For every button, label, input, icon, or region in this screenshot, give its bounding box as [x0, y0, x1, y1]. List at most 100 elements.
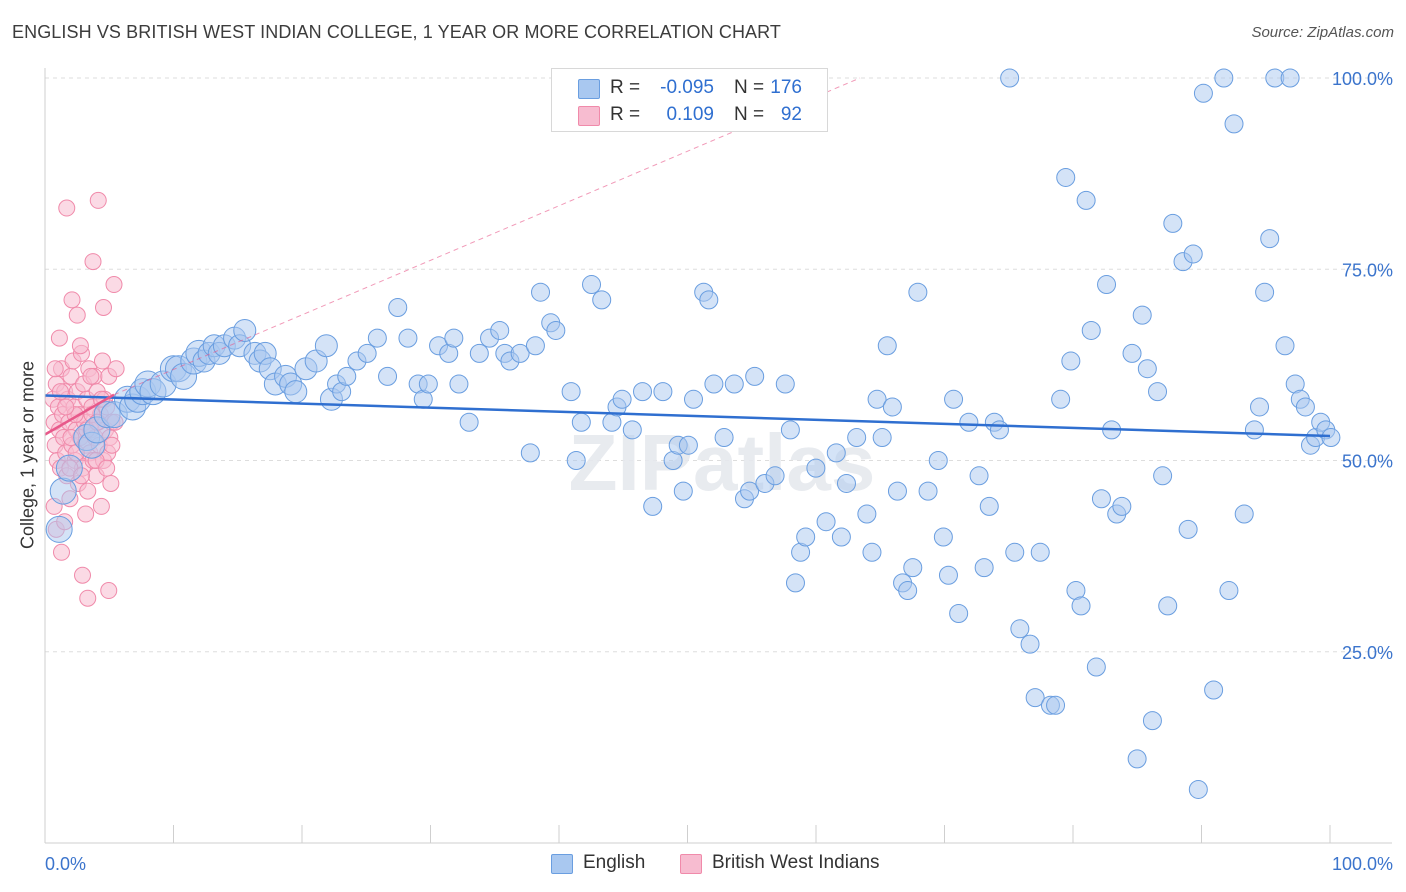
- english-r-label: R =: [610, 77, 641, 98]
- english-point: [1204, 680, 1224, 700]
- english-point: [684, 389, 703, 409]
- english-point: [775, 374, 795, 394]
- english-point: [546, 320, 566, 340]
- english-point: [55, 454, 83, 482]
- english-point: [944, 389, 964, 409]
- english-point: [847, 428, 867, 448]
- english-n-value: 176: [770, 77, 802, 98]
- bwi-point: [68, 306, 86, 324]
- english-point: [1112, 496, 1132, 516]
- chart-title: ENGLISH VS BRITISH WEST INDIAN COLLEGE, …: [12, 22, 782, 42]
- legend-row-bwi: R = 0.109 N = 92: [552, 102, 827, 128]
- english-point: [1000, 68, 1020, 88]
- english-point: [872, 428, 892, 448]
- english-point: [1234, 504, 1254, 524]
- english-point: [49, 477, 77, 505]
- source-label: Source: ZipAtlas.com: [1251, 24, 1394, 41]
- english-point: [714, 428, 734, 448]
- english-point: [1163, 213, 1183, 233]
- english-point: [959, 412, 979, 432]
- english-point: [1219, 581, 1239, 601]
- english-point: [1056, 167, 1076, 187]
- english-point: [1025, 688, 1045, 708]
- english-point: [378, 366, 398, 386]
- bwi-point: [50, 329, 68, 347]
- english-point: [449, 374, 469, 394]
- english-point: [1020, 634, 1040, 654]
- bwi-swatch: [578, 106, 600, 126]
- english-point: [938, 565, 958, 585]
- bwi-trend-line: [44, 393, 115, 436]
- english-point: [566, 451, 586, 470]
- bwi-r-value: 0.109: [666, 104, 714, 125]
- english-point: [1086, 657, 1106, 677]
- english-point: [908, 282, 928, 302]
- english-point: [1132, 305, 1152, 325]
- english-point: [653, 382, 673, 402]
- english-point: [877, 336, 897, 356]
- tick-labels: 25.0% 50.0% 75.0% 100.0% 0.0% 100.0%: [45, 69, 1393, 874]
- y-tick-label: 50.0%: [1342, 452, 1393, 472]
- english-point: [622, 420, 642, 440]
- english-trend-line: [44, 394, 1331, 438]
- english-point: [1153, 466, 1173, 486]
- english-point: [45, 515, 73, 543]
- english-point: [582, 275, 602, 295]
- english-point: [1275, 336, 1295, 356]
- bwi-r-label: R =: [610, 104, 641, 125]
- english-point: [699, 290, 719, 310]
- english-point: [979, 496, 999, 516]
- english-point: [1178, 519, 1198, 539]
- english-point: [1071, 596, 1091, 616]
- bwi-point: [105, 276, 123, 294]
- english-point: [459, 412, 479, 432]
- bwi-point: [107, 360, 125, 378]
- english-point: [1051, 389, 1071, 409]
- x-tick-label-max: 100.0%: [1332, 854, 1393, 874]
- bwi-point: [98, 459, 116, 477]
- bwi-point: [95, 299, 112, 316]
- english-point: [785, 573, 805, 593]
- english-point: [898, 581, 918, 601]
- english-point: [887, 481, 907, 501]
- english-point: [1076, 190, 1096, 210]
- axes: [44, 68, 1392, 844]
- english-point: [1097, 275, 1117, 295]
- bwi-point: [77, 505, 95, 523]
- english-r-value: -0.095: [660, 77, 714, 98]
- english-point: [826, 443, 846, 463]
- english-point: [1250, 397, 1270, 417]
- english-point: [836, 473, 856, 493]
- english-point: [1148, 382, 1168, 402]
- english-point: [989, 420, 1009, 440]
- y-tick-label: 25.0%: [1342, 643, 1393, 663]
- english-point: [510, 343, 530, 363]
- bwi-point: [53, 543, 70, 561]
- bwi-point: [84, 253, 102, 271]
- english-point: [633, 382, 653, 402]
- bwi-point: [46, 360, 64, 378]
- english-point: [862, 542, 882, 562]
- english-point: [490, 320, 510, 340]
- bwi-point: [79, 482, 97, 500]
- english-point: [903, 558, 923, 578]
- legend-row-english: R = -0.095 N = 176: [552, 75, 827, 101]
- bwi-point: [93, 352, 111, 370]
- english-point: [1030, 542, 1050, 562]
- english-point: [612, 389, 632, 409]
- english-point: [933, 527, 953, 547]
- english-point: [1255, 282, 1275, 302]
- bwi-point: [89, 191, 107, 209]
- grid-lines: [45, 77, 1392, 653]
- english-point: [1046, 695, 1066, 715]
- english-point: [882, 397, 902, 417]
- y-axis-title: College, 1 year or more: [17, 360, 38, 550]
- bwi-point: [92, 497, 110, 515]
- english-point: [367, 328, 387, 348]
- english-point: [1295, 397, 1315, 417]
- english-legend-swatch: [551, 854, 573, 874]
- english-point: [678, 435, 698, 455]
- english-point: [806, 458, 826, 478]
- english-point: [796, 527, 816, 547]
